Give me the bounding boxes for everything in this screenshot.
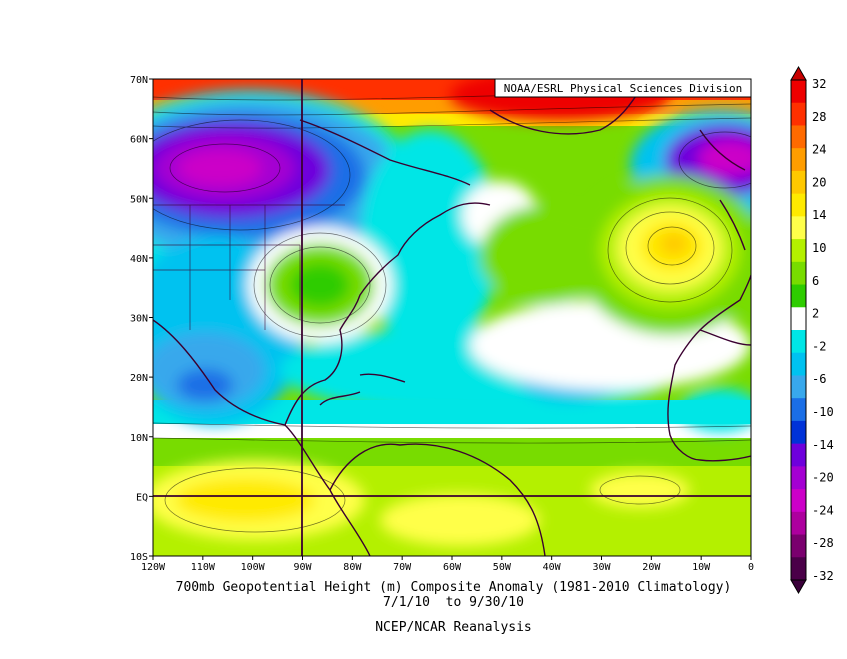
colorbar-segment [791,489,806,513]
caption-source: NCEP/NCAR Reanalysis [375,620,532,635]
colorbar-segment [791,284,806,308]
colorbar-tick-label: 28 [812,110,826,124]
caption-title: 700mb Geopotential Height (m) Composite … [175,580,732,595]
colorbar-tick-label: 2 [812,307,819,321]
colorbar-segment [791,216,806,240]
lon-tick-label: 120W [141,562,166,573]
colorbar-tick-label: 20 [812,175,826,189]
colorbar-tick-label: -20 [812,471,834,485]
colorbar-segment [791,102,806,126]
lat-tick-label: 40N [130,254,148,265]
colorbar-min-arrow [790,579,807,595]
lon-tick-label: 50W [493,562,512,573]
colorbar-segment [791,80,806,104]
colorbar-ticks: 32 28 24 20 14 10 6 2 -2 -6 -10 -14 -20 -24 -28 -32 [812,77,834,583]
longitude-ticks: 120W 110W 100W 90W 80W 70W 60W 50W 40W 30W 20W 10W 0 [141,556,754,573]
lat-tick-label: 70N [130,75,148,86]
colorbar-segment [791,557,806,581]
colorbar-segment [791,511,806,536]
lat-tick-label: 50N [130,194,148,205]
colorbar-tick-label: -14 [812,438,834,452]
lat-tick-label: 60N [130,135,148,146]
colorbar-segment [791,307,806,331]
colorbar-segment [791,261,806,286]
colorbar-segment [791,125,806,149]
lon-tick-label: 100W [241,562,266,573]
colorbar-segment [791,148,806,172]
colorbar-segment [791,170,806,195]
credit-box [494,78,752,98]
colorbar-tick-label: 32 [812,77,826,91]
anomaly-field [153,79,751,556]
lon-tick-label: 30W [592,562,611,573]
lon-tick-label: 90W [293,562,312,573]
colorbar-tick-label: -6 [812,372,826,386]
state-borders [153,204,345,330]
lat-tick-label: EQ [136,492,148,503]
lon-tick-label: 0 [748,562,754,573]
colorbar-segment [791,466,806,490]
colorbar-tick-label: 14 [812,208,826,222]
colorbar-tick-label: 10 [812,241,826,255]
colorbar-segment [791,352,806,376]
lon-tick-label: 110W [191,562,216,573]
colorbar-tick-label: -28 [812,536,834,550]
lon-tick-label: 10W [692,562,711,573]
lon-tick-label: 20W [642,562,661,573]
lon-tick-label: 80W [343,562,362,573]
colorbar-tick-label: -2 [812,339,826,353]
colorbar-segment [791,420,806,445]
colorbar-segment [791,330,806,354]
lat-tick-label: 10N [130,433,148,444]
colorbar-tick-label: -10 [812,405,834,419]
colorbar-segment [791,398,806,422]
lon-tick-label: 60W [443,562,462,573]
lon-tick-label: 70W [393,562,412,573]
credit-text: NOAA/ESRL Physical Sciences Division [504,82,742,95]
colorbar-segment [791,443,806,467]
colorbar-tick-label: -32 [812,569,834,583]
colorbar [790,65,807,595]
coastlines [153,89,751,556]
lat-tick-label: 20N [130,373,148,384]
caption-dates: 7/1/10 to 9/30/10 [383,595,524,610]
colorbar-tick-label: -24 [812,503,834,517]
lon-tick-label: 40W [543,562,562,573]
lat-tick-label: 30N [130,314,148,325]
colorbar-tick-label: 24 [812,143,826,157]
colorbar-segment [791,193,806,217]
colorbar-segment [791,534,806,558]
colorbar-max-arrow [790,65,807,81]
colorbar-segment [791,239,806,263]
latitude-ticks: 10S EQ 10N 20N 30N 40N 50N 60N 70N [130,75,153,563]
colorbar-tick-label: 6 [812,274,819,288]
colorbar-segment [791,375,806,399]
lat-tick-label: 10S [130,552,148,563]
